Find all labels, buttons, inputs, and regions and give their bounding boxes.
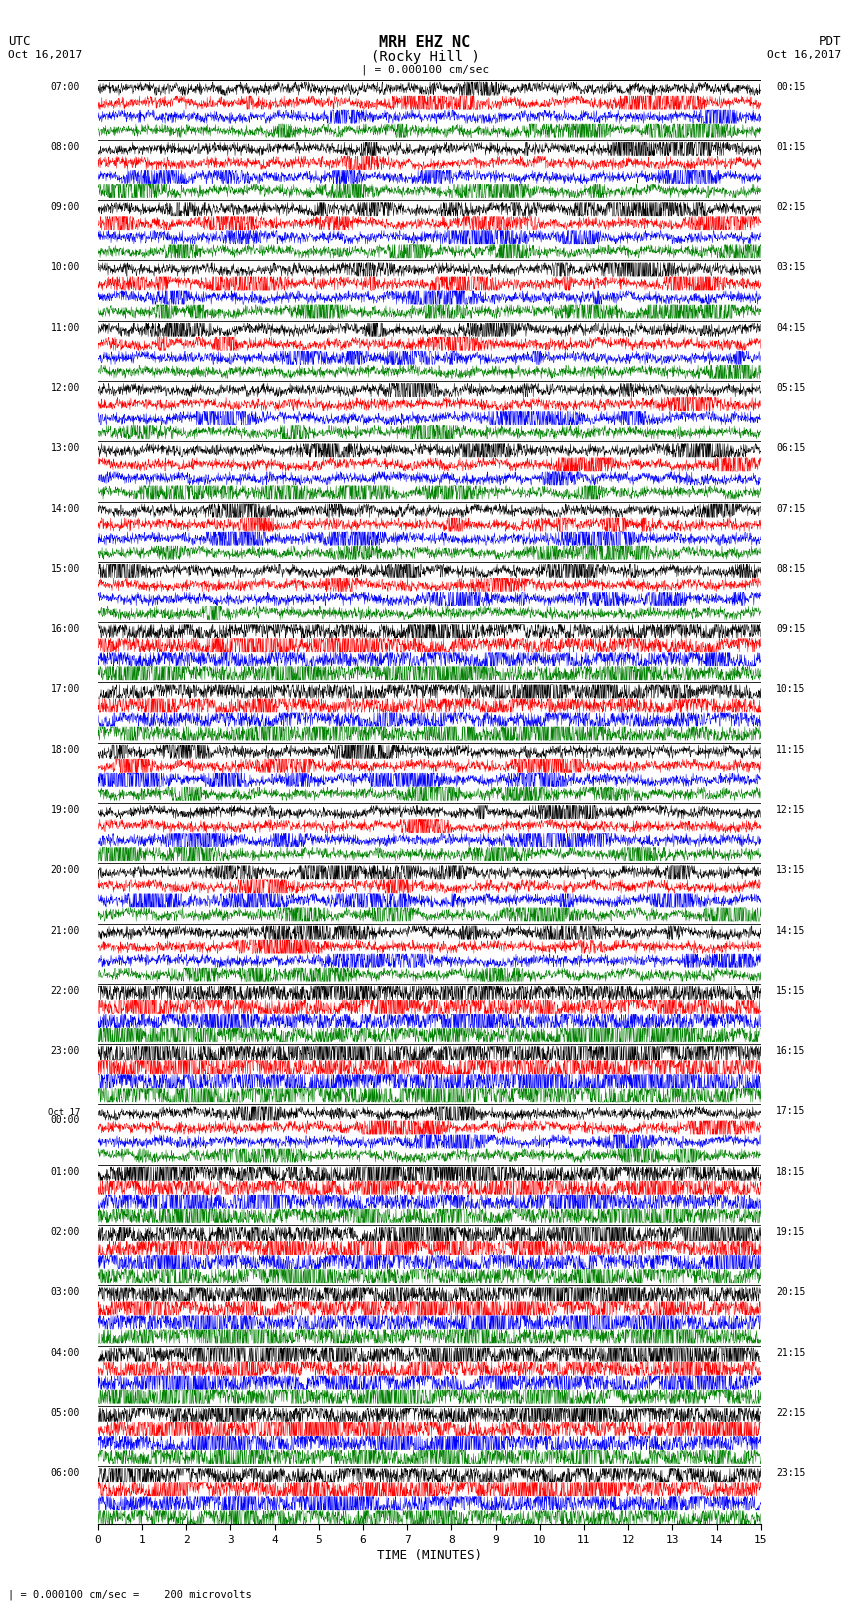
Text: PDT: PDT (819, 35, 842, 48)
Text: | = 0.000100 cm/sec: | = 0.000100 cm/sec (361, 65, 489, 76)
Text: 02:00: 02:00 (51, 1227, 80, 1237)
Text: 09:15: 09:15 (776, 624, 806, 634)
Text: 11:15: 11:15 (776, 745, 806, 755)
Text: 21:15: 21:15 (776, 1347, 806, 1358)
Text: 18:00: 18:00 (51, 745, 80, 755)
Text: 05:00: 05:00 (51, 1408, 80, 1418)
Text: 23:00: 23:00 (51, 1047, 80, 1057)
Text: 10:15: 10:15 (776, 684, 806, 695)
Text: 07:00: 07:00 (51, 82, 80, 92)
Text: 09:00: 09:00 (51, 202, 80, 213)
Text: 19:15: 19:15 (776, 1227, 806, 1237)
Text: 06:00: 06:00 (51, 1468, 80, 1478)
Text: 21:00: 21:00 (51, 926, 80, 936)
Text: 04:15: 04:15 (776, 323, 806, 332)
Text: 03:15: 03:15 (776, 263, 806, 273)
Text: 13:00: 13:00 (51, 444, 80, 453)
Text: 02:15: 02:15 (776, 202, 806, 213)
X-axis label: TIME (MINUTES): TIME (MINUTES) (377, 1548, 482, 1561)
Text: (Rocky Hill ): (Rocky Hill ) (371, 50, 479, 65)
Text: 20:00: 20:00 (51, 865, 80, 876)
Text: 01:15: 01:15 (776, 142, 806, 152)
Text: 03:00: 03:00 (51, 1287, 80, 1297)
Text: 04:00: 04:00 (51, 1347, 80, 1358)
Text: Oct 16,2017: Oct 16,2017 (8, 50, 82, 60)
Text: 10:00: 10:00 (51, 263, 80, 273)
Text: 15:15: 15:15 (776, 986, 806, 995)
Text: 20:15: 20:15 (776, 1287, 806, 1297)
Text: 06:15: 06:15 (776, 444, 806, 453)
Text: | = 0.000100 cm/sec =    200 microvolts: | = 0.000100 cm/sec = 200 microvolts (8, 1589, 252, 1600)
Text: 08:15: 08:15 (776, 565, 806, 574)
Text: Oct 16,2017: Oct 16,2017 (768, 50, 842, 60)
Text: 16:15: 16:15 (776, 1047, 806, 1057)
Text: 07:15: 07:15 (776, 503, 806, 513)
Text: 12:15: 12:15 (776, 805, 806, 815)
Text: 00:15: 00:15 (776, 82, 806, 92)
Text: Oct 17: Oct 17 (48, 1108, 80, 1116)
Text: 05:15: 05:15 (776, 382, 806, 394)
Text: MRH EHZ NC: MRH EHZ NC (379, 35, 471, 50)
Text: 19:00: 19:00 (51, 805, 80, 815)
Text: 23:15: 23:15 (776, 1468, 806, 1478)
Text: 14:00: 14:00 (51, 503, 80, 513)
Text: 16:00: 16:00 (51, 624, 80, 634)
Text: UTC: UTC (8, 35, 31, 48)
Text: 17:00: 17:00 (51, 684, 80, 695)
Text: 00:00: 00:00 (51, 1115, 80, 1124)
Text: 22:15: 22:15 (776, 1408, 806, 1418)
Text: 12:00: 12:00 (51, 382, 80, 394)
Text: 22:00: 22:00 (51, 986, 80, 995)
Text: 11:00: 11:00 (51, 323, 80, 332)
Text: 01:00: 01:00 (51, 1166, 80, 1177)
Text: 18:15: 18:15 (776, 1166, 806, 1177)
Text: 08:00: 08:00 (51, 142, 80, 152)
Text: 14:15: 14:15 (776, 926, 806, 936)
Text: 13:15: 13:15 (776, 865, 806, 876)
Text: 17:15: 17:15 (776, 1107, 806, 1116)
Text: 15:00: 15:00 (51, 565, 80, 574)
